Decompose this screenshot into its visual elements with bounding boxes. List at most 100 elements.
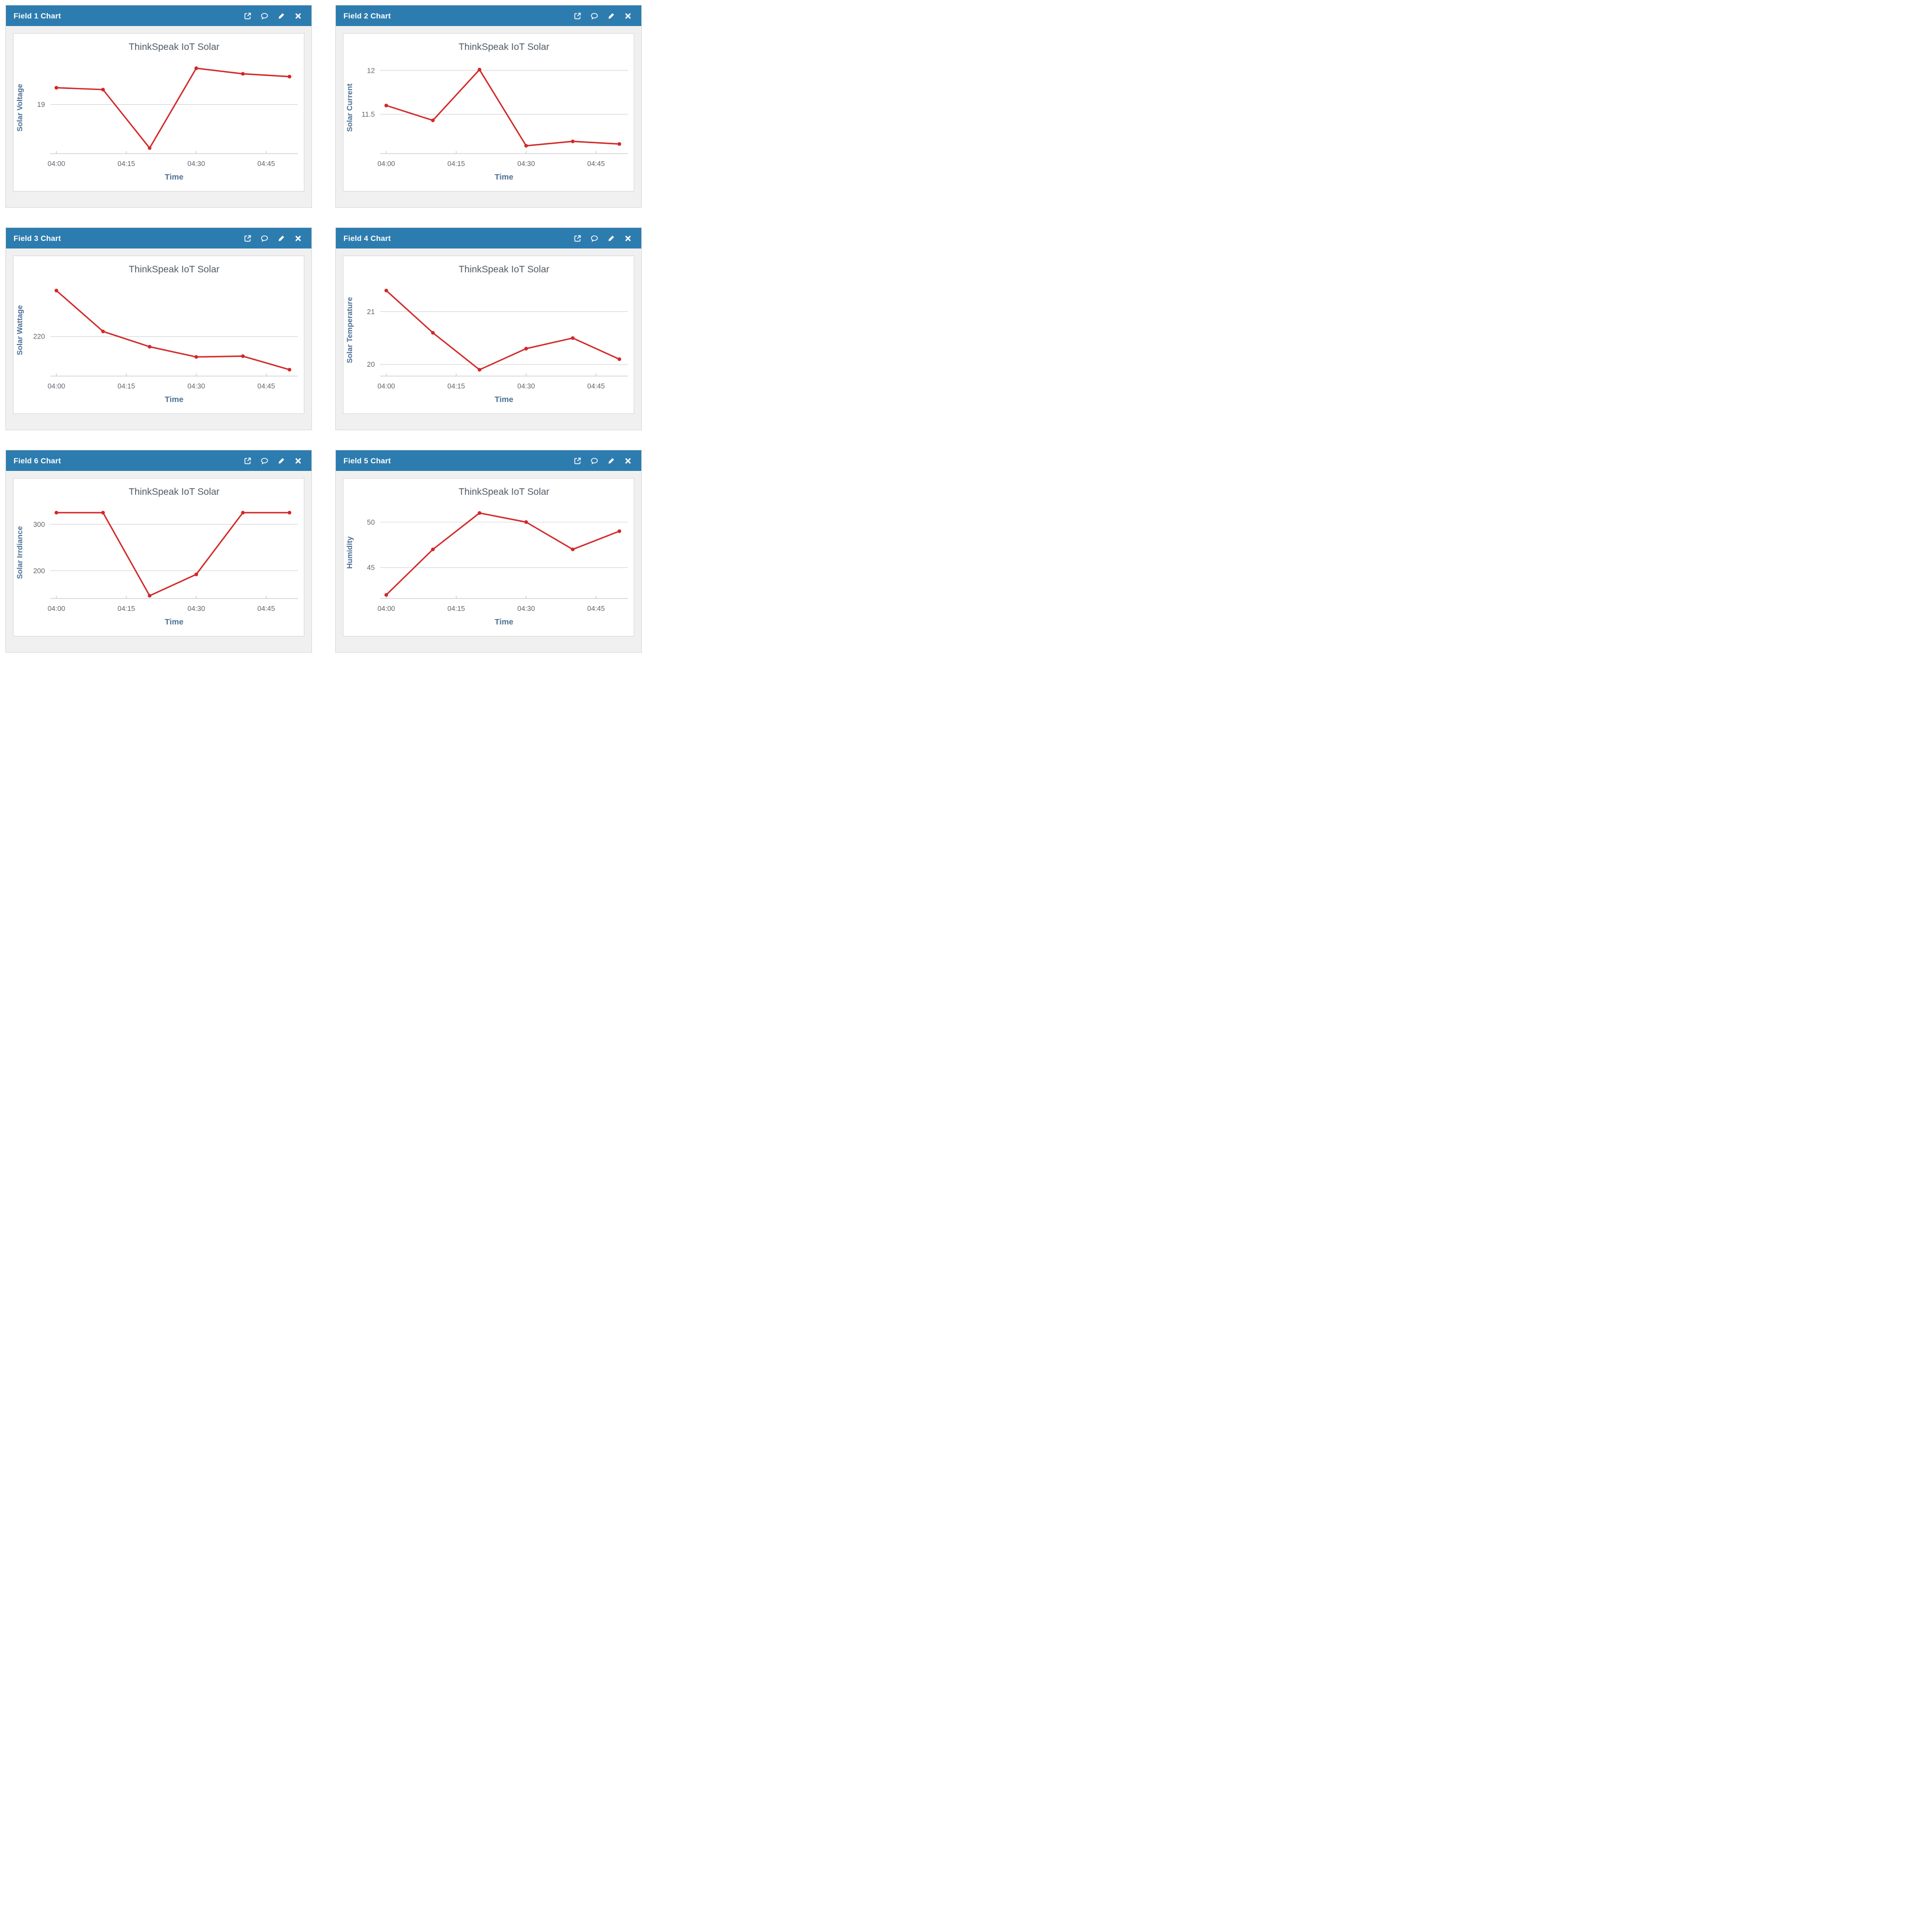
pencil-icon (278, 457, 284, 463)
comment-button[interactable] (588, 455, 600, 467)
chart-title: ThinkSpeak IoT Solar (458, 264, 549, 275)
pencil-icon (608, 12, 614, 18)
x-tick-label: 04:15 (448, 604, 465, 613)
x-tick-label: 04:00 (48, 382, 65, 390)
comment-button[interactable] (258, 232, 270, 244)
data-point-marker (101, 329, 105, 334)
data-point-marker (288, 511, 291, 515)
x-tick-label: 04:45 (587, 160, 604, 168)
panel-field-3: Field 3 Chart 220 04:00 04:15 04:30 04:45 Thi… (5, 227, 312, 430)
data-point-marker (571, 336, 575, 340)
y-tick-label: 220 (33, 333, 45, 341)
data-point-marker (241, 72, 245, 76)
close-button[interactable] (622, 10, 634, 22)
edit-button[interactable] (275, 232, 287, 244)
chart-card: 11.5 12 04:00 04:15 04:30 04:45 ThinkSpeak IoT… (343, 33, 634, 192)
panel-actions (571, 455, 634, 467)
y-tick-label: 45 (367, 564, 374, 572)
data-point-marker (148, 594, 152, 598)
x-tick-label: 04:30 (188, 160, 205, 168)
chart-card: 45 50 04:00 04:15 04:30 04:45 ThinkSpeak IoT S… (343, 478, 634, 636)
x-tick-label: 04:15 (448, 382, 465, 390)
panel-header: Field 4 Chart (336, 228, 641, 248)
series-line (385, 290, 620, 371)
external-link-button[interactable] (241, 455, 253, 467)
chart-title: ThinkSpeak IoT Solar (458, 486, 549, 497)
comment-icon (260, 457, 268, 464)
external-link-button[interactable] (241, 10, 253, 22)
comment-button[interactable] (258, 455, 270, 467)
panel-actions (241, 10, 304, 22)
panel-body: 220 04:00 04:15 04:30 04:45 ThinkSpeak IoT So… (6, 248, 311, 414)
x-axis-title: Time (165, 617, 184, 627)
edit-button[interactable] (605, 10, 617, 22)
data-point-marker (54, 511, 59, 515)
panel-header: Field 5 Chart (336, 450, 641, 471)
line-chart-humidity: 45 50 04:00 04:15 04:30 04:45 ThinkSpeak IoT S… (345, 486, 628, 627)
external-link-button[interactable] (241, 232, 253, 244)
external-link-button[interactable] (571, 455, 583, 467)
close-button[interactable] (622, 232, 634, 244)
chart-title: ThinkSpeak IoT Solar (129, 264, 219, 275)
close-button[interactable] (292, 455, 304, 467)
y-axis-title: Humidity (345, 536, 354, 569)
edit-button[interactable] (605, 232, 617, 244)
comment-button[interactable] (588, 232, 600, 244)
close-button[interactable] (622, 455, 634, 467)
series-line (385, 512, 620, 596)
external-link-icon (574, 12, 581, 19)
x-tick-label: 04:15 (118, 382, 135, 390)
x-tick-label: 04:15 (118, 160, 135, 168)
comment-button[interactable] (588, 10, 600, 22)
comment-icon (260, 235, 268, 242)
data-point-marker (54, 86, 59, 90)
data-point-marker (431, 330, 435, 335)
external-link-button[interactable] (571, 10, 583, 22)
y-axis-title: Solar Temperature (345, 297, 354, 363)
x-tick-label: 04:45 (257, 382, 275, 390)
y-tick-label: 12 (367, 66, 374, 74)
panel-body: 11.5 12 04:00 04:15 04:30 04:45 ThinkSpeak IoT… (336, 26, 641, 192)
comment-icon (590, 457, 598, 464)
data-point-marker (617, 357, 621, 361)
x-tick-label: 04:30 (518, 160, 535, 168)
external-link-icon (574, 235, 581, 241)
comment-button[interactable] (258, 10, 270, 22)
external-link-icon (244, 235, 251, 241)
external-link-icon (574, 457, 581, 464)
data-point-marker (148, 345, 152, 349)
chart-title: ThinkSpeak IoT Solar (129, 486, 219, 497)
edit-button[interactable] (605, 455, 617, 467)
panel-body: 45 50 04:00 04:15 04:30 04:45 ThinkSpeak IoT S… (336, 471, 641, 636)
x-tick-label: 04:00 (48, 604, 65, 613)
close-button[interactable] (292, 10, 304, 22)
line-chart-solar-current: 11.5 12 04:00 04:15 04:30 04:45 ThinkSpeak IoT… (345, 41, 628, 182)
close-icon (295, 13, 301, 18)
data-point-marker (571, 139, 575, 143)
data-point-marker (384, 289, 388, 292)
dashboard-grid: Field 1 Chart 19 04:00 04:15 04:30 04:45 Thin… (0, 0, 642, 661)
series-line (55, 512, 290, 597)
panel-header: Field 6 Chart (6, 450, 311, 471)
y-axis-title: Solar Current (345, 84, 354, 132)
y-tick-label: 20 (367, 360, 374, 368)
x-tick-label: 04:30 (518, 382, 535, 390)
panel-body: 20 21 04:00 04:15 04:30 04:45 ThinkSpeak IoT S… (336, 248, 641, 414)
panel-title: Field 1 Chart (14, 11, 61, 20)
panel-title: Field 2 Chart (343, 11, 391, 20)
data-point-marker (101, 87, 105, 92)
close-icon (625, 13, 630, 18)
panel-header: Field 1 Chart (6, 5, 311, 26)
x-axis-title: Time (495, 617, 514, 627)
edit-button[interactable] (275, 10, 287, 22)
close-icon (295, 235, 301, 241)
chart-title: ThinkSpeak IoT Solar (129, 41, 219, 52)
data-point-marker (524, 520, 528, 524)
x-tick-label: 04:45 (587, 382, 604, 390)
panel-field-6: Field 6 Chart 200 300 04:00 04:15 04:30 04:45… (5, 450, 312, 653)
close-button[interactable] (292, 232, 304, 244)
data-point-marker (194, 572, 199, 577)
external-link-button[interactable] (571, 232, 583, 244)
panel-body: 200 300 04:00 04:15 04:30 04:45 ThinkSpeak IoT… (6, 471, 311, 636)
edit-button[interactable] (275, 455, 287, 467)
